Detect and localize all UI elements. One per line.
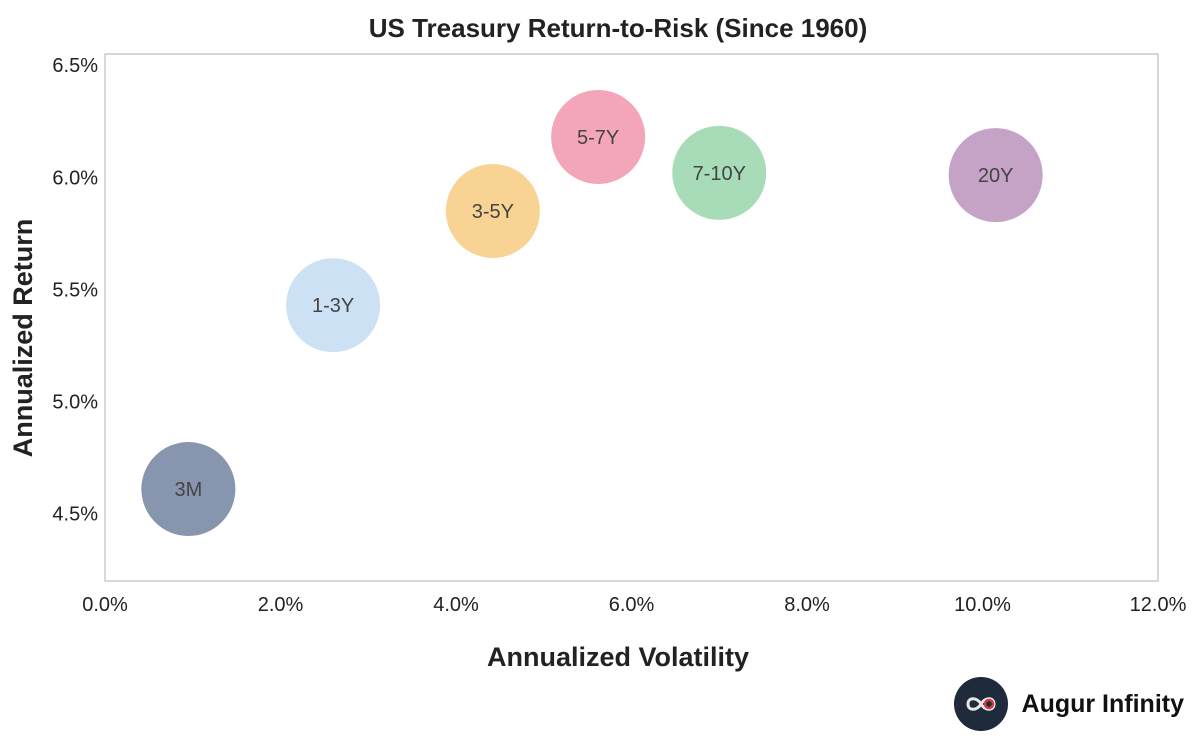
y-tick-label: 4.5% (52, 504, 98, 526)
y-axis-ticks: 4.5% 5.0% 5.5% 6.0% 6.5% (52, 55, 98, 526)
bubble-label: 7-10Y (693, 163, 746, 185)
bubble-label: 3M (174, 479, 202, 501)
bubble-label: 3-5Y (472, 201, 514, 223)
x-axis-ticks: 0.0% 2.0% 4.0% 6.0% 8.0% 10.0% 12.0% (82, 594, 1186, 616)
x-tick-label: 2.0% (258, 594, 304, 616)
bubble-3m (141, 442, 236, 537)
y-tick-label: 6.0% (52, 167, 98, 189)
bubble-7-10y (672, 125, 767, 220)
x-tick-label: 6.0% (609, 594, 655, 616)
bubble-5-7y (551, 89, 646, 184)
x-tick-label: 8.0% (784, 594, 830, 616)
bubble-label: 5-7Y (577, 127, 619, 149)
bubble-label: 1-3Y (312, 295, 354, 317)
y-tick-label: 5.5% (52, 279, 98, 301)
bubble-20y (948, 128, 1043, 223)
bubble-3-5y (445, 163, 540, 258)
x-tick-label: 4.0% (433, 594, 479, 616)
bubble-1-3y (286, 258, 381, 353)
infinity-icon (953, 677, 1008, 731)
brand: Augur Infinity (953, 677, 1184, 731)
bubble-label: 20Y (978, 165, 1014, 187)
chart-title: US Treasury Return-to-Risk (Since 1960) (369, 13, 868, 43)
y-tick-label: 6.5% (52, 55, 98, 77)
bubbles: 3M 1-3Y 3-5Y 5-7Y 7-10Y 20Y (141, 89, 1043, 537)
y-tick-label: 5.0% (52, 392, 98, 414)
x-tick-label: 10.0% (954, 594, 1011, 616)
x-axis-label: Annualized Volatility (487, 642, 749, 672)
brand-name: Augur Infinity (1021, 689, 1184, 718)
x-tick-label: 0.0% (82, 594, 128, 616)
y-axis-label: Annualized Return (8, 219, 38, 458)
x-tick-label: 12.0% (1130, 594, 1187, 616)
